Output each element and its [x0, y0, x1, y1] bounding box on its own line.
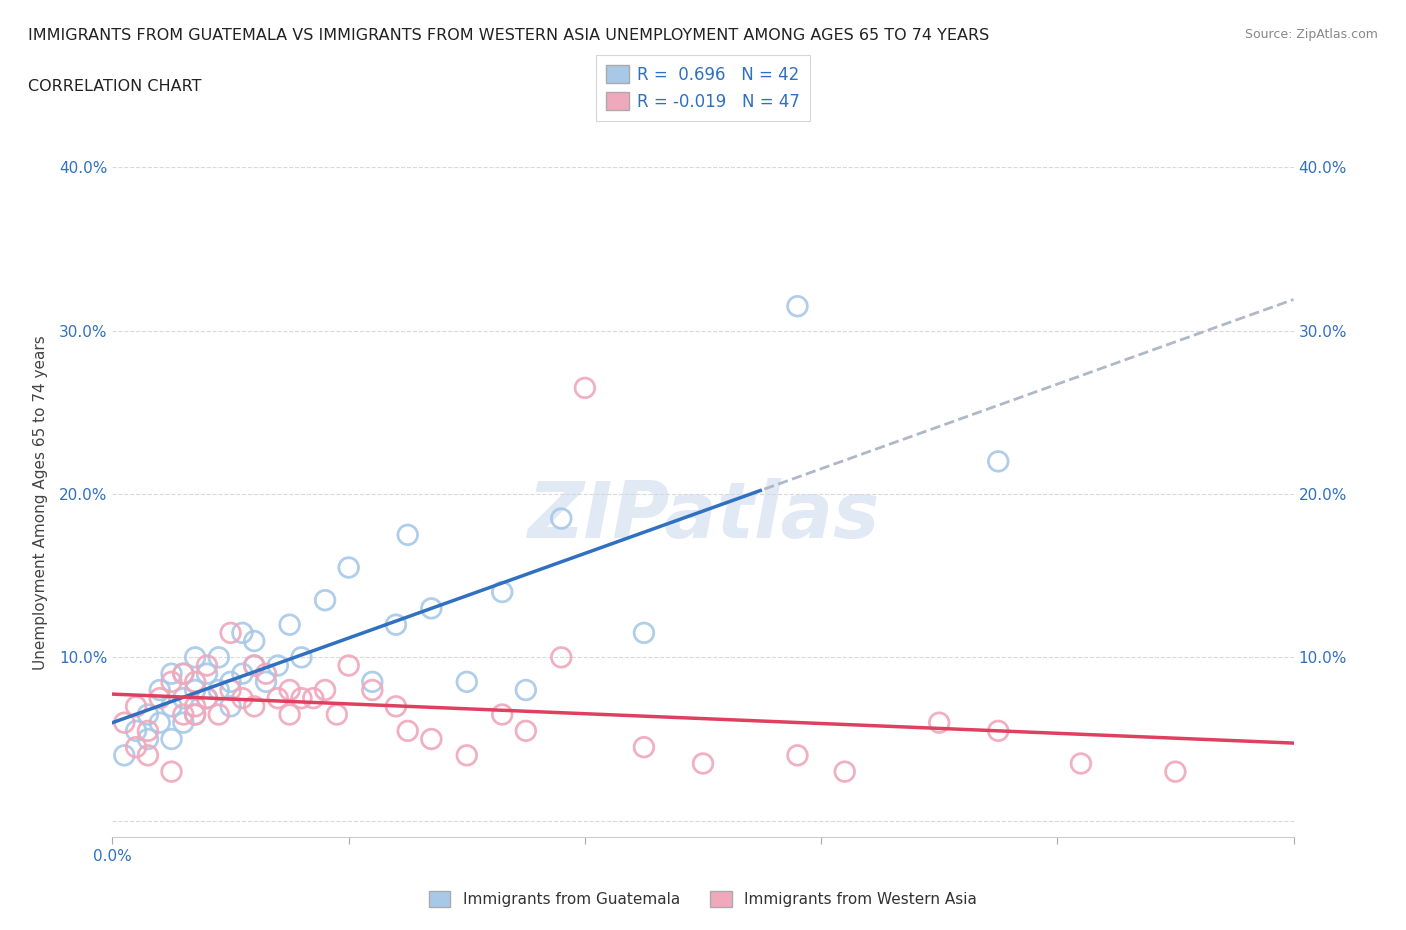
Point: [136, 724, 159, 738]
Text: IMMIGRANTS FROM GUATEMALA VS IMMIGRANTS FROM WESTERN ASIA UNEMPLOYMENT AMONG AGE: IMMIGRANTS FROM GUATEMALA VS IMMIGRANTS …: [28, 28, 990, 43]
Point: [195, 658, 218, 673]
Point: [231, 625, 253, 640]
Point: [243, 699, 266, 714]
Point: [195, 691, 218, 706]
Point: [314, 683, 336, 698]
Point: [420, 732, 443, 747]
Point: [361, 683, 384, 698]
Point: [195, 666, 218, 681]
Point: [290, 650, 312, 665]
Y-axis label: Unemployment Among Ages 65 to 74 years: Unemployment Among Ages 65 to 74 years: [32, 335, 48, 670]
Point: [515, 724, 537, 738]
Point: [928, 715, 950, 730]
Point: [172, 715, 194, 730]
Point: [326, 707, 349, 722]
Point: [184, 707, 207, 722]
Point: [337, 560, 360, 575]
Point: [267, 658, 290, 673]
Point: [987, 454, 1010, 469]
Point: [160, 699, 183, 714]
Point: [208, 707, 231, 722]
Point: [278, 618, 301, 632]
Point: [231, 691, 253, 706]
Point: [550, 650, 572, 665]
Point: [149, 683, 172, 698]
Point: [385, 618, 408, 632]
Text: CORRELATION CHART: CORRELATION CHART: [28, 79, 201, 94]
Point: [149, 691, 172, 706]
Point: [314, 592, 336, 607]
Point: [172, 666, 194, 681]
Point: [574, 380, 596, 395]
Point: [692, 756, 714, 771]
Point: [172, 707, 194, 722]
Point: [219, 699, 242, 714]
Point: [184, 674, 207, 689]
Point: [112, 748, 135, 763]
Point: [361, 674, 384, 689]
Point: [456, 674, 478, 689]
Point: [337, 658, 360, 673]
Point: [420, 601, 443, 616]
Point: [231, 666, 253, 681]
Point: [302, 691, 325, 706]
Point: [491, 585, 513, 600]
Point: [136, 748, 159, 763]
Text: ZIPatlas: ZIPatlas: [527, 478, 879, 553]
Point: [278, 683, 301, 698]
Point: [633, 739, 655, 754]
Point: [243, 658, 266, 673]
Legend: Immigrants from Guatemala, Immigrants from Western Asia: Immigrants from Guatemala, Immigrants fr…: [423, 884, 983, 913]
Point: [786, 748, 808, 763]
Point: [184, 699, 207, 714]
Point: [267, 691, 290, 706]
Point: [219, 683, 242, 698]
Point: [1070, 756, 1092, 771]
Point: [219, 625, 242, 640]
Point: [219, 674, 242, 689]
Point: [160, 666, 183, 681]
Point: [125, 739, 148, 754]
Legend: R =  0.696   N = 42, R = -0.019   N = 47: R = 0.696 N = 42, R = -0.019 N = 47: [596, 55, 810, 121]
Point: [491, 707, 513, 722]
Point: [195, 691, 218, 706]
Point: [160, 674, 183, 689]
Point: [160, 732, 183, 747]
Point: [112, 715, 135, 730]
Point: [633, 625, 655, 640]
Point: [254, 666, 277, 681]
Point: [184, 650, 207, 665]
Point: [786, 299, 808, 313]
Point: [385, 699, 408, 714]
Point: [125, 699, 148, 714]
Point: [243, 633, 266, 648]
Point: [396, 527, 419, 542]
Point: [125, 724, 148, 738]
Point: [254, 674, 277, 689]
Point: [208, 650, 231, 665]
Point: [834, 764, 856, 779]
Point: [160, 764, 183, 779]
Point: [136, 732, 159, 747]
Point: [396, 724, 419, 738]
Point: [290, 691, 312, 706]
Text: Source: ZipAtlas.com: Source: ZipAtlas.com: [1244, 28, 1378, 41]
Point: [208, 683, 231, 698]
Point: [172, 691, 194, 706]
Point: [243, 658, 266, 673]
Point: [278, 707, 301, 722]
Point: [515, 683, 537, 698]
Point: [184, 707, 207, 722]
Point: [149, 715, 172, 730]
Point: [172, 666, 194, 681]
Point: [1164, 764, 1187, 779]
Point: [184, 683, 207, 698]
Point: [550, 512, 572, 526]
Point: [136, 707, 159, 722]
Point: [456, 748, 478, 763]
Point: [987, 724, 1010, 738]
